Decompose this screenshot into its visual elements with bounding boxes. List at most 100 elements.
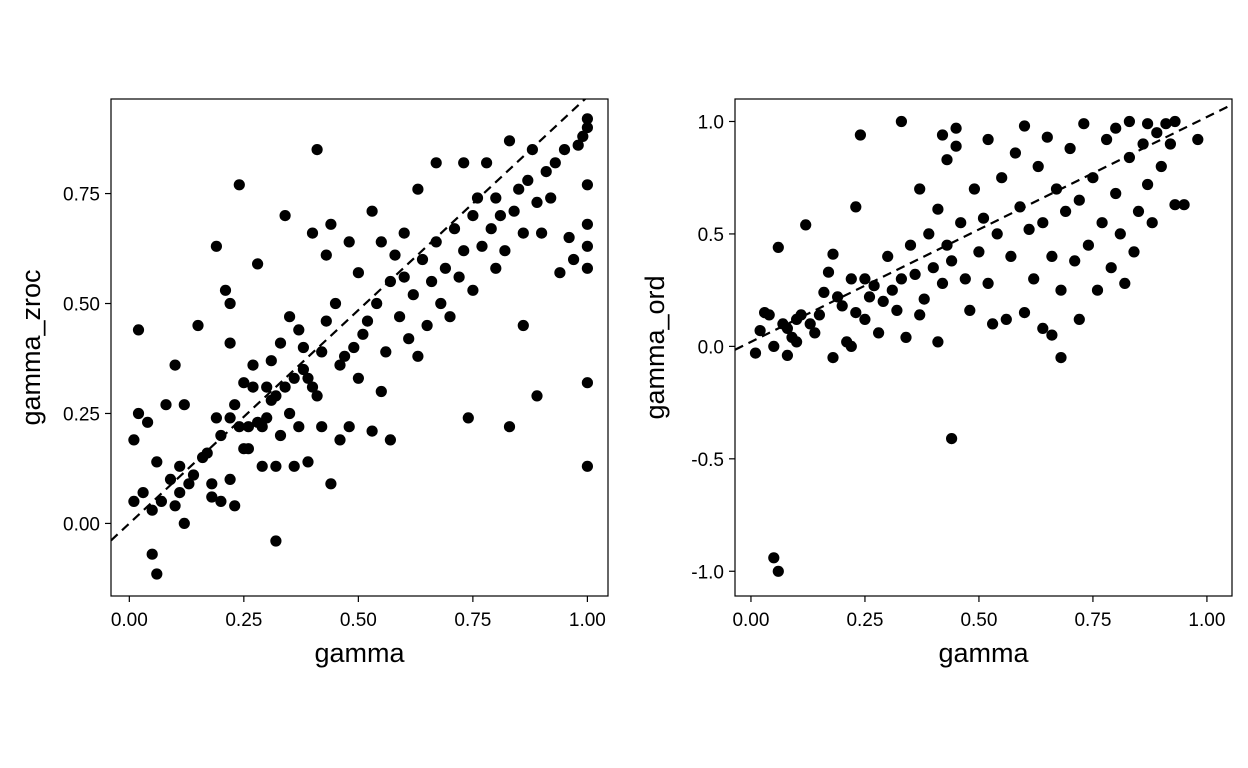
data-point — [435, 297, 447, 310]
data-point — [210, 412, 222, 424]
data-point — [1023, 223, 1035, 235]
data-point — [781, 322, 794, 334]
data-point — [384, 434, 396, 446]
data-point — [403, 333, 415, 345]
data-point — [146, 504, 158, 516]
data-point — [302, 456, 314, 468]
x-tick-label: 0.25 — [225, 610, 262, 631]
data-point — [526, 144, 539, 156]
data-point — [845, 340, 857, 352]
data-point — [270, 460, 282, 472]
data-point — [1055, 352, 1067, 364]
data-point — [1064, 142, 1076, 155]
data-point — [791, 336, 803, 348]
x-tick-label: 1.00 — [569, 610, 606, 631]
data-point — [458, 157, 470, 169]
data-point — [302, 372, 314, 384]
data-point — [987, 318, 999, 330]
data-point — [914, 309, 926, 321]
y-tick-label: 0.0 — [698, 337, 724, 358]
data-point — [261, 381, 273, 393]
data-point — [991, 228, 1003, 240]
data-point — [343, 236, 355, 248]
data-point — [398, 227, 410, 239]
data-point — [320, 249, 332, 261]
data-point — [219, 284, 232, 296]
y-axis-ticks: 0.00 0.25 0.50 0.75 — [63, 185, 111, 535]
data-point — [206, 478, 218, 490]
data-point — [923, 228, 935, 240]
data-point — [325, 218, 337, 230]
data-point — [1096, 217, 1108, 229]
data-point — [772, 565, 784, 577]
data-point — [508, 205, 520, 217]
data-point — [927, 262, 939, 274]
data-point — [1137, 138, 1149, 150]
y-tick-label: 0.75 — [63, 185, 100, 206]
data-point — [1000, 313, 1012, 325]
data-point — [572, 139, 584, 151]
x-tick-label: 0.75 — [454, 610, 491, 631]
data-point — [545, 192, 557, 204]
data-point — [982, 277, 994, 289]
data-point — [375, 236, 387, 248]
x-tick-label: 0.00 — [111, 610, 148, 631]
data-point — [366, 425, 378, 437]
data-point — [132, 324, 145, 336]
data-point — [398, 271, 410, 283]
data-point — [1005, 250, 1017, 262]
data-point — [568, 253, 580, 266]
data-point — [242, 443, 254, 455]
data-point — [1160, 118, 1172, 130]
data-point — [845, 273, 857, 285]
data-point — [877, 295, 889, 307]
data-point — [256, 460, 268, 472]
data-point — [210, 240, 222, 252]
data-point — [886, 284, 898, 296]
data-point — [481, 157, 493, 169]
data-point — [941, 154, 953, 166]
plot-frame — [110, 98, 609, 597]
data-point — [531, 196, 543, 208]
data-point — [1123, 151, 1135, 164]
data-point — [549, 157, 561, 169]
data-point — [238, 377, 250, 389]
data-point — [914, 183, 926, 195]
data-point — [1037, 322, 1049, 334]
y-tick-label: -1.0 — [691, 562, 724, 583]
data-point — [850, 307, 862, 319]
data-point — [270, 535, 282, 547]
data-point — [900, 331, 912, 343]
data-point — [895, 115, 908, 128]
data-point — [1014, 201, 1026, 213]
data-point — [132, 407, 145, 420]
data-point — [536, 227, 548, 239]
data-point — [827, 352, 839, 364]
data-point — [252, 258, 264, 270]
data-point — [229, 399, 241, 411]
data-point — [361, 315, 374, 327]
data-point — [421, 319, 433, 332]
reference-line — [111, 99, 587, 542]
data-point — [311, 144, 323, 156]
data-point — [206, 491, 218, 503]
data-point — [1169, 115, 1181, 128]
data-point — [941, 239, 953, 251]
data-point — [490, 262, 502, 274]
data-point — [288, 460, 300, 472]
data-point — [311, 390, 323, 402]
data-point — [389, 249, 401, 261]
data-point — [453, 271, 465, 283]
data-point — [448, 223, 461, 235]
data-point — [297, 363, 309, 376]
data-point — [1123, 115, 1135, 128]
data-point — [868, 280, 880, 292]
data-point — [955, 217, 967, 229]
data-points — [749, 115, 1204, 577]
x-tick-label: 1.00 — [1188, 610, 1225, 631]
data-point — [1132, 205, 1145, 217]
data-point — [517, 227, 529, 239]
data-point — [412, 183, 424, 195]
data-point — [183, 478, 195, 490]
